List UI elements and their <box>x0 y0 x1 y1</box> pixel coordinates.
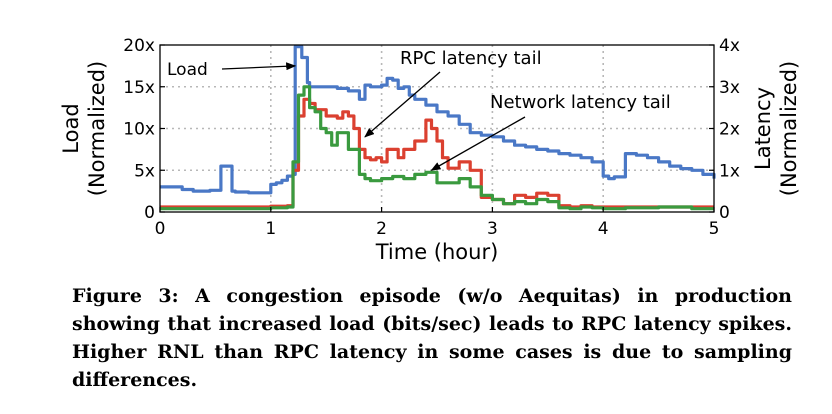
left-tick-label: 10x <box>123 120 155 140</box>
axis-label-line: Load <box>59 103 83 153</box>
axis-label-line: (Normalized) <box>777 61 801 196</box>
left-axis-label: Load(Normalized) <box>59 61 109 196</box>
right-tick-label: 4x <box>719 36 740 56</box>
series-lines <box>160 45 716 211</box>
left-tick-label: 0 <box>144 203 155 223</box>
annotation-arrow <box>221 62 297 71</box>
figure-caption: Figure 3: A congestion episode (w/o Aequ… <box>72 285 792 391</box>
x-tick-label: 2 <box>376 219 387 239</box>
x-tick-label: 5 <box>709 219 720 239</box>
right-tick-label: 1x <box>719 161 740 181</box>
left-tick-label: 5x <box>134 161 155 181</box>
x-axis-label: Time (hour) <box>375 240 499 264</box>
x-tick-label: 1 <box>265 219 276 239</box>
annotations: Load RPC latency tail Network latency tail <box>167 48 671 171</box>
annotation-arrow <box>364 71 441 138</box>
annotation-label: RPC latency tail <box>400 48 542 69</box>
right-tick-label: 2x <box>719 120 740 140</box>
annotation-label: Load <box>167 60 208 80</box>
right-tick-label: 0 <box>719 203 730 223</box>
axis-label-line: Latency <box>751 87 775 170</box>
axis-label-line: (Normalized) <box>85 61 109 196</box>
right-tick-label: 3x <box>719 78 740 98</box>
annotation-label: Network latency tail <box>490 92 671 113</box>
x-tick-label: 4 <box>598 219 609 239</box>
right-axis-label: Latency(Normalized) <box>751 61 801 196</box>
left-tick-label: 20x <box>123 36 155 56</box>
left-tick-label: 15x <box>123 78 155 98</box>
annotation-arrow <box>430 116 526 171</box>
x-tick-label: 3 <box>487 219 498 239</box>
x-tick-label: 0 <box>155 219 166 239</box>
load-line <box>160 45 716 195</box>
rpc-latency-tail-line <box>160 97 714 209</box>
network-latency-tail-line <box>160 85 714 211</box>
